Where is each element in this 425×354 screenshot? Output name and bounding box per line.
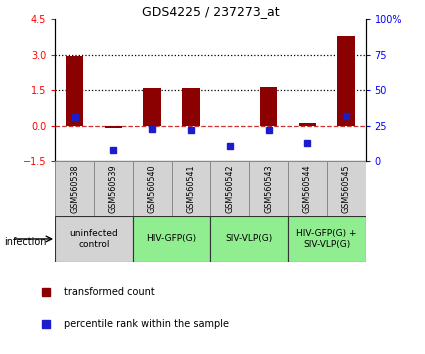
Text: GSM560538: GSM560538 <box>70 164 79 213</box>
Bar <box>66 56 83 126</box>
Bar <box>172 161 210 216</box>
Bar <box>299 123 316 126</box>
Bar <box>144 88 161 126</box>
Bar <box>105 126 122 128</box>
Text: HIV-GFP(G) +
SIV-VLP(G): HIV-GFP(G) + SIV-VLP(G) <box>297 229 357 249</box>
Text: GSM560540: GSM560540 <box>148 164 157 213</box>
Bar <box>249 161 288 216</box>
Text: GSM560543: GSM560543 <box>264 164 273 213</box>
Bar <box>55 216 133 262</box>
Bar <box>288 161 327 216</box>
Bar <box>327 161 366 216</box>
Text: infection: infection <box>4 238 47 247</box>
Text: transformed count: transformed count <box>65 287 155 297</box>
Bar <box>337 35 355 126</box>
Bar <box>133 161 172 216</box>
Text: percentile rank within the sample: percentile rank within the sample <box>65 319 230 329</box>
Title: GDS4225 / 237273_at: GDS4225 / 237273_at <box>142 5 279 18</box>
Bar <box>182 88 200 126</box>
Text: GSM560545: GSM560545 <box>342 164 351 213</box>
Text: uninfected
control: uninfected control <box>70 229 119 249</box>
Bar <box>133 216 210 262</box>
Bar <box>94 161 133 216</box>
Text: SIV-VLP(G): SIV-VLP(G) <box>226 234 273 244</box>
Bar <box>55 161 94 216</box>
Text: HIV-GFP(G): HIV-GFP(G) <box>147 234 197 244</box>
Text: GSM560541: GSM560541 <box>187 164 196 213</box>
Bar <box>288 216 366 262</box>
Bar <box>260 87 277 126</box>
Bar <box>210 216 288 262</box>
Bar <box>210 161 249 216</box>
Text: GSM560542: GSM560542 <box>225 164 234 213</box>
Text: GSM560544: GSM560544 <box>303 164 312 213</box>
Text: GSM560539: GSM560539 <box>109 164 118 213</box>
